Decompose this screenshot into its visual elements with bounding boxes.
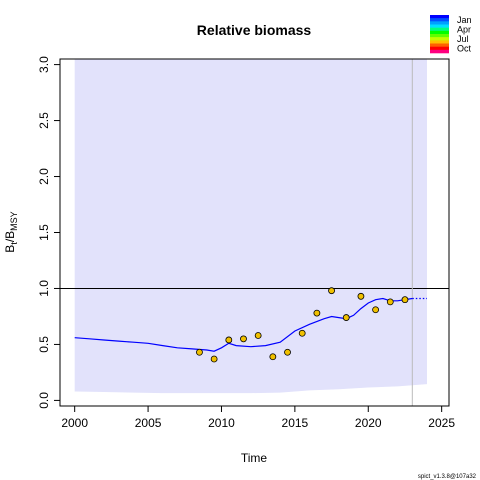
y-tick-label: 0.5 bbox=[37, 336, 51, 353]
y-label-sep: /B bbox=[3, 231, 17, 242]
series-layer bbox=[74, 297, 427, 352]
version-footer: spict_v1.3.8@107a32 bbox=[418, 474, 477, 480]
observation-point bbox=[284, 348, 291, 356]
y-tick-label: 3.0 bbox=[37, 56, 51, 73]
x-axis: 2000 2005 2010 2015 2020 2025 bbox=[61, 405, 455, 430]
season-color-swatch bbox=[430, 40, 449, 44]
observation-point bbox=[328, 287, 335, 295]
x-tick-label: 2010 bbox=[208, 416, 235, 430]
season-color-swatch bbox=[430, 49, 449, 54]
observation-point bbox=[269, 353, 277, 361]
observation-point bbox=[401, 296, 409, 304]
x-tick-label: 2025 bbox=[428, 416, 455, 430]
x-tick-label: 2000 bbox=[61, 416, 88, 430]
observation-point bbox=[342, 314, 350, 321]
observation-point bbox=[254, 332, 262, 339]
observation-point bbox=[210, 355, 218, 363]
y-label-sub2: MSY bbox=[9, 211, 19, 231]
x-tick-label: 2015 bbox=[282, 416, 309, 430]
y-axis-label: Bt/BMSY bbox=[3, 211, 19, 252]
season-color-swatch bbox=[430, 43, 449, 47]
biomass-line bbox=[74, 297, 413, 352]
y-tick-label: 1.5 bbox=[37, 224, 51, 241]
y-label-main: B bbox=[3, 245, 17, 253]
confidence-band bbox=[74, 59, 427, 394]
y-label-sub1: t bbox=[9, 242, 19, 245]
confidence-band-layer bbox=[74, 59, 427, 394]
season-color-swatch bbox=[430, 24, 449, 28]
season-color-swatch bbox=[430, 18, 449, 22]
observation-point bbox=[357, 292, 365, 300]
observation-point bbox=[298, 329, 306, 337]
season-color-swatch bbox=[430, 15, 449, 19]
season-legend-label: Jul bbox=[457, 34, 469, 44]
reference-lines bbox=[60, 59, 449, 406]
season-legend-label: Oct bbox=[457, 44, 472, 54]
observation-point bbox=[313, 309, 321, 317]
observation-point bbox=[240, 335, 247, 343]
x-tick-label: 2005 bbox=[135, 416, 162, 430]
season-color-swatch bbox=[430, 34, 449, 38]
season-color-swatch bbox=[430, 37, 449, 41]
x-axis-label: Time bbox=[241, 451, 268, 465]
x-tick-label: 2020 bbox=[355, 416, 382, 430]
season-legend-label: Jan bbox=[457, 15, 472, 25]
chart-title: Relative biomass bbox=[197, 22, 312, 38]
y-tick-label: 2.5 bbox=[37, 112, 51, 129]
season-color-swatch bbox=[430, 46, 449, 51]
season-color-swatch bbox=[430, 27, 449, 32]
y-tick-label: 0.0 bbox=[37, 392, 51, 409]
observation-point bbox=[386, 298, 394, 306]
y-tick-label: 1.0 bbox=[37, 280, 51, 297]
season-color-swatch bbox=[430, 30, 449, 35]
observations-layer bbox=[196, 287, 409, 363]
y-axis: 0.0 0.5 1.0 1.5 2.0 2.5 3.0 bbox=[37, 56, 61, 409]
y-tick-label: 2.0 bbox=[37, 168, 51, 185]
observation-point bbox=[225, 336, 233, 344]
season-color-swatch bbox=[430, 21, 449, 25]
season-legend-label: Apr bbox=[457, 25, 471, 35]
observation-point bbox=[372, 306, 380, 314]
observation-point bbox=[196, 348, 203, 356]
